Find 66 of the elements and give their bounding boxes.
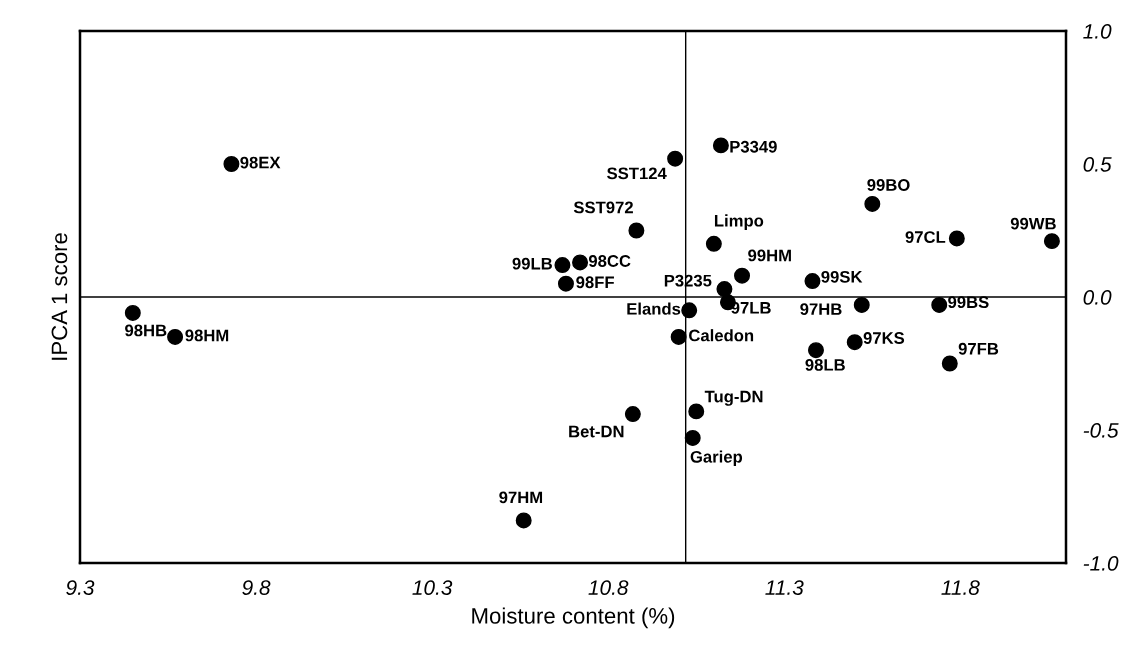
annotation: 99LB <box>512 257 552 270</box>
annotation: P3349 <box>730 140 777 153</box>
point <box>712 137 729 154</box>
annotation: 97HB <box>800 303 842 316</box>
annotation: Caledon <box>689 329 754 342</box>
annotation: Gariep <box>690 450 743 467</box>
annotation: 99WB <box>1010 217 1056 230</box>
annotation: SST124 <box>607 167 667 180</box>
x-tick-label: 10.3 <box>412 580 453 595</box>
annotation: 99BS <box>948 296 989 309</box>
point <box>808 342 824 359</box>
point <box>681 302 698 319</box>
point <box>515 512 532 529</box>
point <box>688 403 705 420</box>
x-tick-label: 9.3 <box>66 580 95 595</box>
point <box>572 254 589 271</box>
point <box>864 195 881 212</box>
y-tick-label: 1.0 <box>1083 24 1112 39</box>
annotation: 98EX <box>240 156 281 169</box>
point <box>734 267 751 284</box>
annotation: SST972 <box>573 201 633 214</box>
annotation: 97HM <box>499 491 543 504</box>
x-tick-label: 11.8 <box>941 580 980 595</box>
annotation: 97KS <box>863 332 905 344</box>
point <box>705 235 722 252</box>
point <box>670 328 687 345</box>
annotation: 98FF <box>576 276 614 289</box>
x-tick-label: 11.3 <box>765 580 804 595</box>
point <box>846 334 863 351</box>
x-tick-label: 9.8 <box>242 580 271 595</box>
annotation: 98CC <box>588 255 631 267</box>
y-axis-title: IPCA 1 score <box>51 233 68 360</box>
annotation: 97CL <box>905 231 946 243</box>
annotation: 99HM <box>748 249 791 262</box>
annotation: 99SK <box>821 270 863 283</box>
point <box>716 281 733 297</box>
annotation: Limpo <box>714 214 764 230</box>
point <box>628 222 645 239</box>
point <box>554 257 571 274</box>
annotation: Elands <box>627 302 681 315</box>
point <box>1043 233 1060 250</box>
annotation: Bet-DN <box>569 425 624 438</box>
point <box>931 297 948 313</box>
point <box>167 328 184 345</box>
point <box>853 297 870 313</box>
annotation: Tug-DN <box>704 390 763 406</box>
x-axis-title: Moisture content (%) <box>472 607 675 629</box>
point <box>223 156 240 172</box>
x-tick-label: 10.8 <box>588 580 629 595</box>
annotation: 98HM <box>185 329 229 342</box>
annotation: 98HB <box>125 324 167 337</box>
point <box>557 275 574 292</box>
point <box>124 304 141 321</box>
point <box>941 355 958 372</box>
annotation: 99BO <box>867 179 910 191</box>
y-tick-label: 0.5 <box>1083 157 1112 172</box>
y-tick-label: -1.0 <box>1083 556 1119 571</box>
point <box>804 273 821 290</box>
y-tick-label: 0.0 <box>1083 290 1112 305</box>
point <box>948 230 965 247</box>
point <box>684 430 701 446</box>
y-tick-label: -0.5 <box>1083 423 1119 438</box>
point <box>667 150 684 167</box>
point <box>624 406 641 423</box>
annotation: 98LB <box>805 358 845 371</box>
annotation: 97FB <box>958 342 999 355</box>
